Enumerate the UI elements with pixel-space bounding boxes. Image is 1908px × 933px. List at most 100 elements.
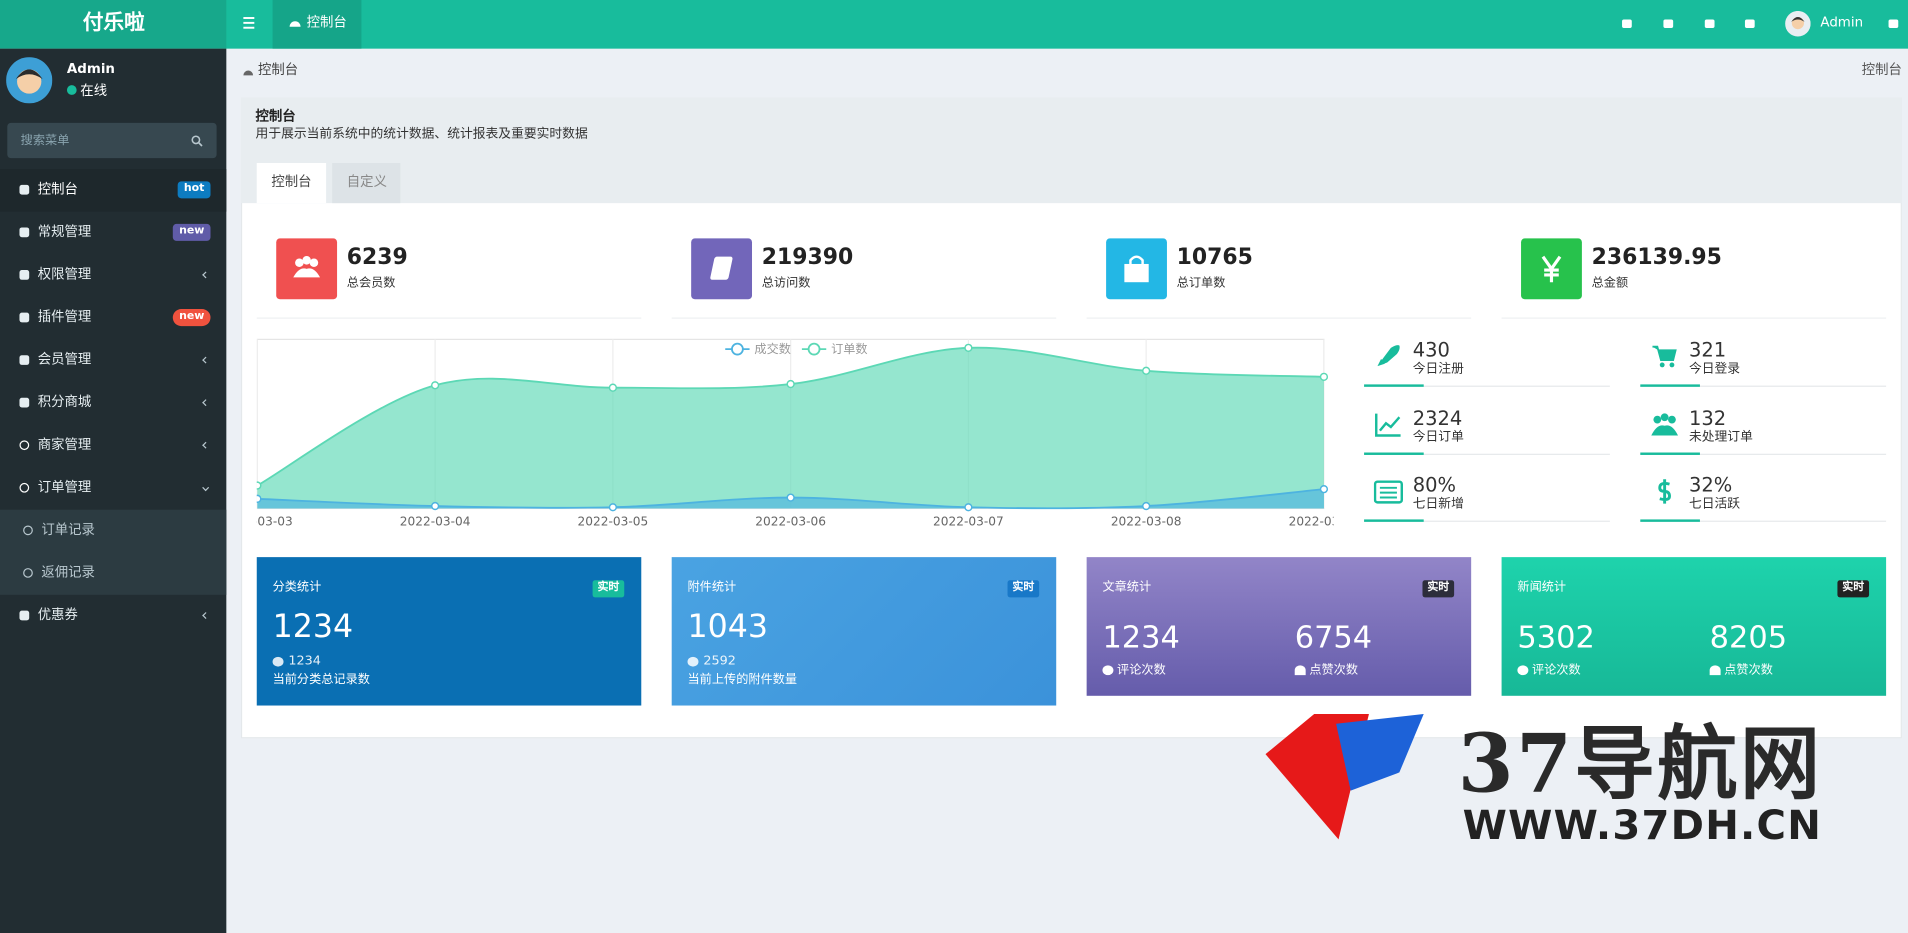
card-sub-label: 点赞次数	[1724, 663, 1773, 677]
data-point	[608, 383, 618, 392]
head	[1653, 415, 1662, 423]
yen	[1541, 255, 1562, 283]
stat-label: 总金额	[1591, 276, 1629, 291]
data-point	[430, 381, 440, 390]
tab[interactable]: 自定义	[346, 173, 387, 190]
logo-area	[0, 0, 227, 49]
legend-marker	[807, 342, 821, 356]
header-icon	[1744, 19, 1755, 28]
menu-item[interactable]: 权限管理	[37, 266, 92, 283]
mini-stat-label: 今日订单	[1412, 429, 1464, 444]
icon-shape	[1663, 19, 1674, 28]
mini-stat-icon	[1651, 412, 1679, 435]
bag	[1124, 263, 1149, 283]
panel-heading	[240, 97, 1902, 204]
mini-stat-line	[1640, 520, 1887, 522]
header-user[interactable]: Admin	[1820, 14, 1864, 31]
menu-item[interactable]: 商家管理	[37, 436, 92, 453]
mini-stat-icon	[1658, 479, 1671, 504]
book	[710, 256, 733, 280]
mini-stat-label: 未处理订单	[1688, 429, 1753, 444]
legend-marker	[731, 342, 744, 356]
card-sub-icon	[687, 656, 699, 667]
card-value: 1043	[687, 609, 769, 646]
trend	[1375, 412, 1401, 437]
menu-item[interactable]: 常规管理	[37, 223, 92, 240]
watermark-logo	[1265, 714, 1424, 840]
data-point	[608, 503, 618, 512]
menu-toggle	[243, 17, 255, 29]
card-sub-value: 2592	[703, 653, 736, 669]
stat-icon	[1124, 255, 1149, 283]
menu-icon	[19, 482, 30, 493]
stat-value: 10765	[1176, 244, 1253, 271]
legend-label: 成交数	[754, 341, 790, 356]
menu-icon	[19, 184, 30, 195]
watermark-title: 37导航网	[1457, 716, 1823, 811]
tab[interactable]: 控制台	[271, 173, 312, 190]
menu-item[interactable]: 插件管理	[37, 308, 92, 325]
watermark-url: WWW.37DH.CN	[1462, 801, 1823, 849]
header-tab[interactable]	[272, 0, 362, 49]
menu-item[interactable]: 积分商城	[37, 394, 92, 410]
header-tab-label[interactable]: 控制台	[306, 14, 347, 31]
mini-stat-accent	[1640, 519, 1700, 522]
stat-card	[1086, 557, 1472, 696]
tab-active[interactable]	[256, 163, 327, 204]
header-icon	[1888, 19, 1899, 28]
card-sub-icon	[1102, 665, 1114, 676]
search-box[interactable]	[7, 122, 217, 159]
card-sub-label: 当前分类总记录数	[272, 673, 370, 687]
stat-value: 6239	[346, 244, 408, 271]
submenu-item[interactable]: 订单记录	[41, 521, 95, 538]
data-point	[1319, 485, 1329, 494]
data-point	[256, 481, 262, 490]
menu-icon	[19, 270, 30, 280]
menu-icon	[19, 440, 30, 451]
submenu-bg	[0, 509, 227, 595]
bodies	[1651, 424, 1679, 435]
chart: 2022-03-03 2022-03-04 2022-03-05 2022-03-06…	[256, 338, 1334, 528]
head	[309, 258, 319, 268]
breadcrumb-icon	[243, 70, 254, 76]
data-point	[786, 493, 795, 502]
handle	[197, 141, 203, 147]
search-placeholder[interactable]: 搜索菜单	[20, 134, 70, 148]
menu-item[interactable]: 订单管理	[37, 479, 92, 496]
card-sub-label: 当前上传的附件数量	[687, 673, 798, 687]
gauge	[243, 70, 254, 76]
tab-inactive[interactable]	[332, 163, 401, 204]
bag-handle	[1129, 255, 1144, 266]
data-point	[1142, 366, 1151, 375]
head	[1668, 415, 1676, 423]
data-point	[1319, 372, 1329, 381]
menu-item[interactable]: 会员管理	[37, 351, 92, 368]
tab-icon	[289, 21, 301, 27]
menu-item[interactable]: 控制台	[37, 181, 78, 198]
menu-item[interactable]: 优惠券	[37, 606, 78, 623]
mini-stat-line	[1364, 453, 1610, 455]
wheel	[1669, 362, 1675, 368]
icon-shape	[1622, 19, 1632, 28]
toggle-bar	[243, 21, 255, 24]
dollar	[1658, 479, 1671, 504]
head	[302, 256, 311, 265]
stat-divider	[1501, 317, 1887, 319]
status-dot	[66, 85, 77, 95]
card-sub-label: 评论次数	[1532, 663, 1581, 677]
series-area	[257, 347, 1324, 509]
avatar-face	[1791, 17, 1804, 30]
x-tick-label: 2022-03-07	[933, 514, 1004, 528]
x-tick-label: 2022-03-08	[1111, 514, 1182, 528]
data-point	[256, 494, 262, 503]
header-icon	[1663, 19, 1674, 28]
rocket	[1377, 345, 1400, 367]
head	[295, 258, 304, 268]
submenu-item[interactable]: 返佣记录	[41, 564, 95, 581]
wheel	[1659, 362, 1665, 368]
stat-icon	[710, 256, 733, 280]
card-sub-value: 1234	[288, 653, 321, 669]
card-sub-label: 评论次数	[1117, 663, 1166, 677]
mini-stat-label: 今日登录	[1688, 361, 1741, 377]
